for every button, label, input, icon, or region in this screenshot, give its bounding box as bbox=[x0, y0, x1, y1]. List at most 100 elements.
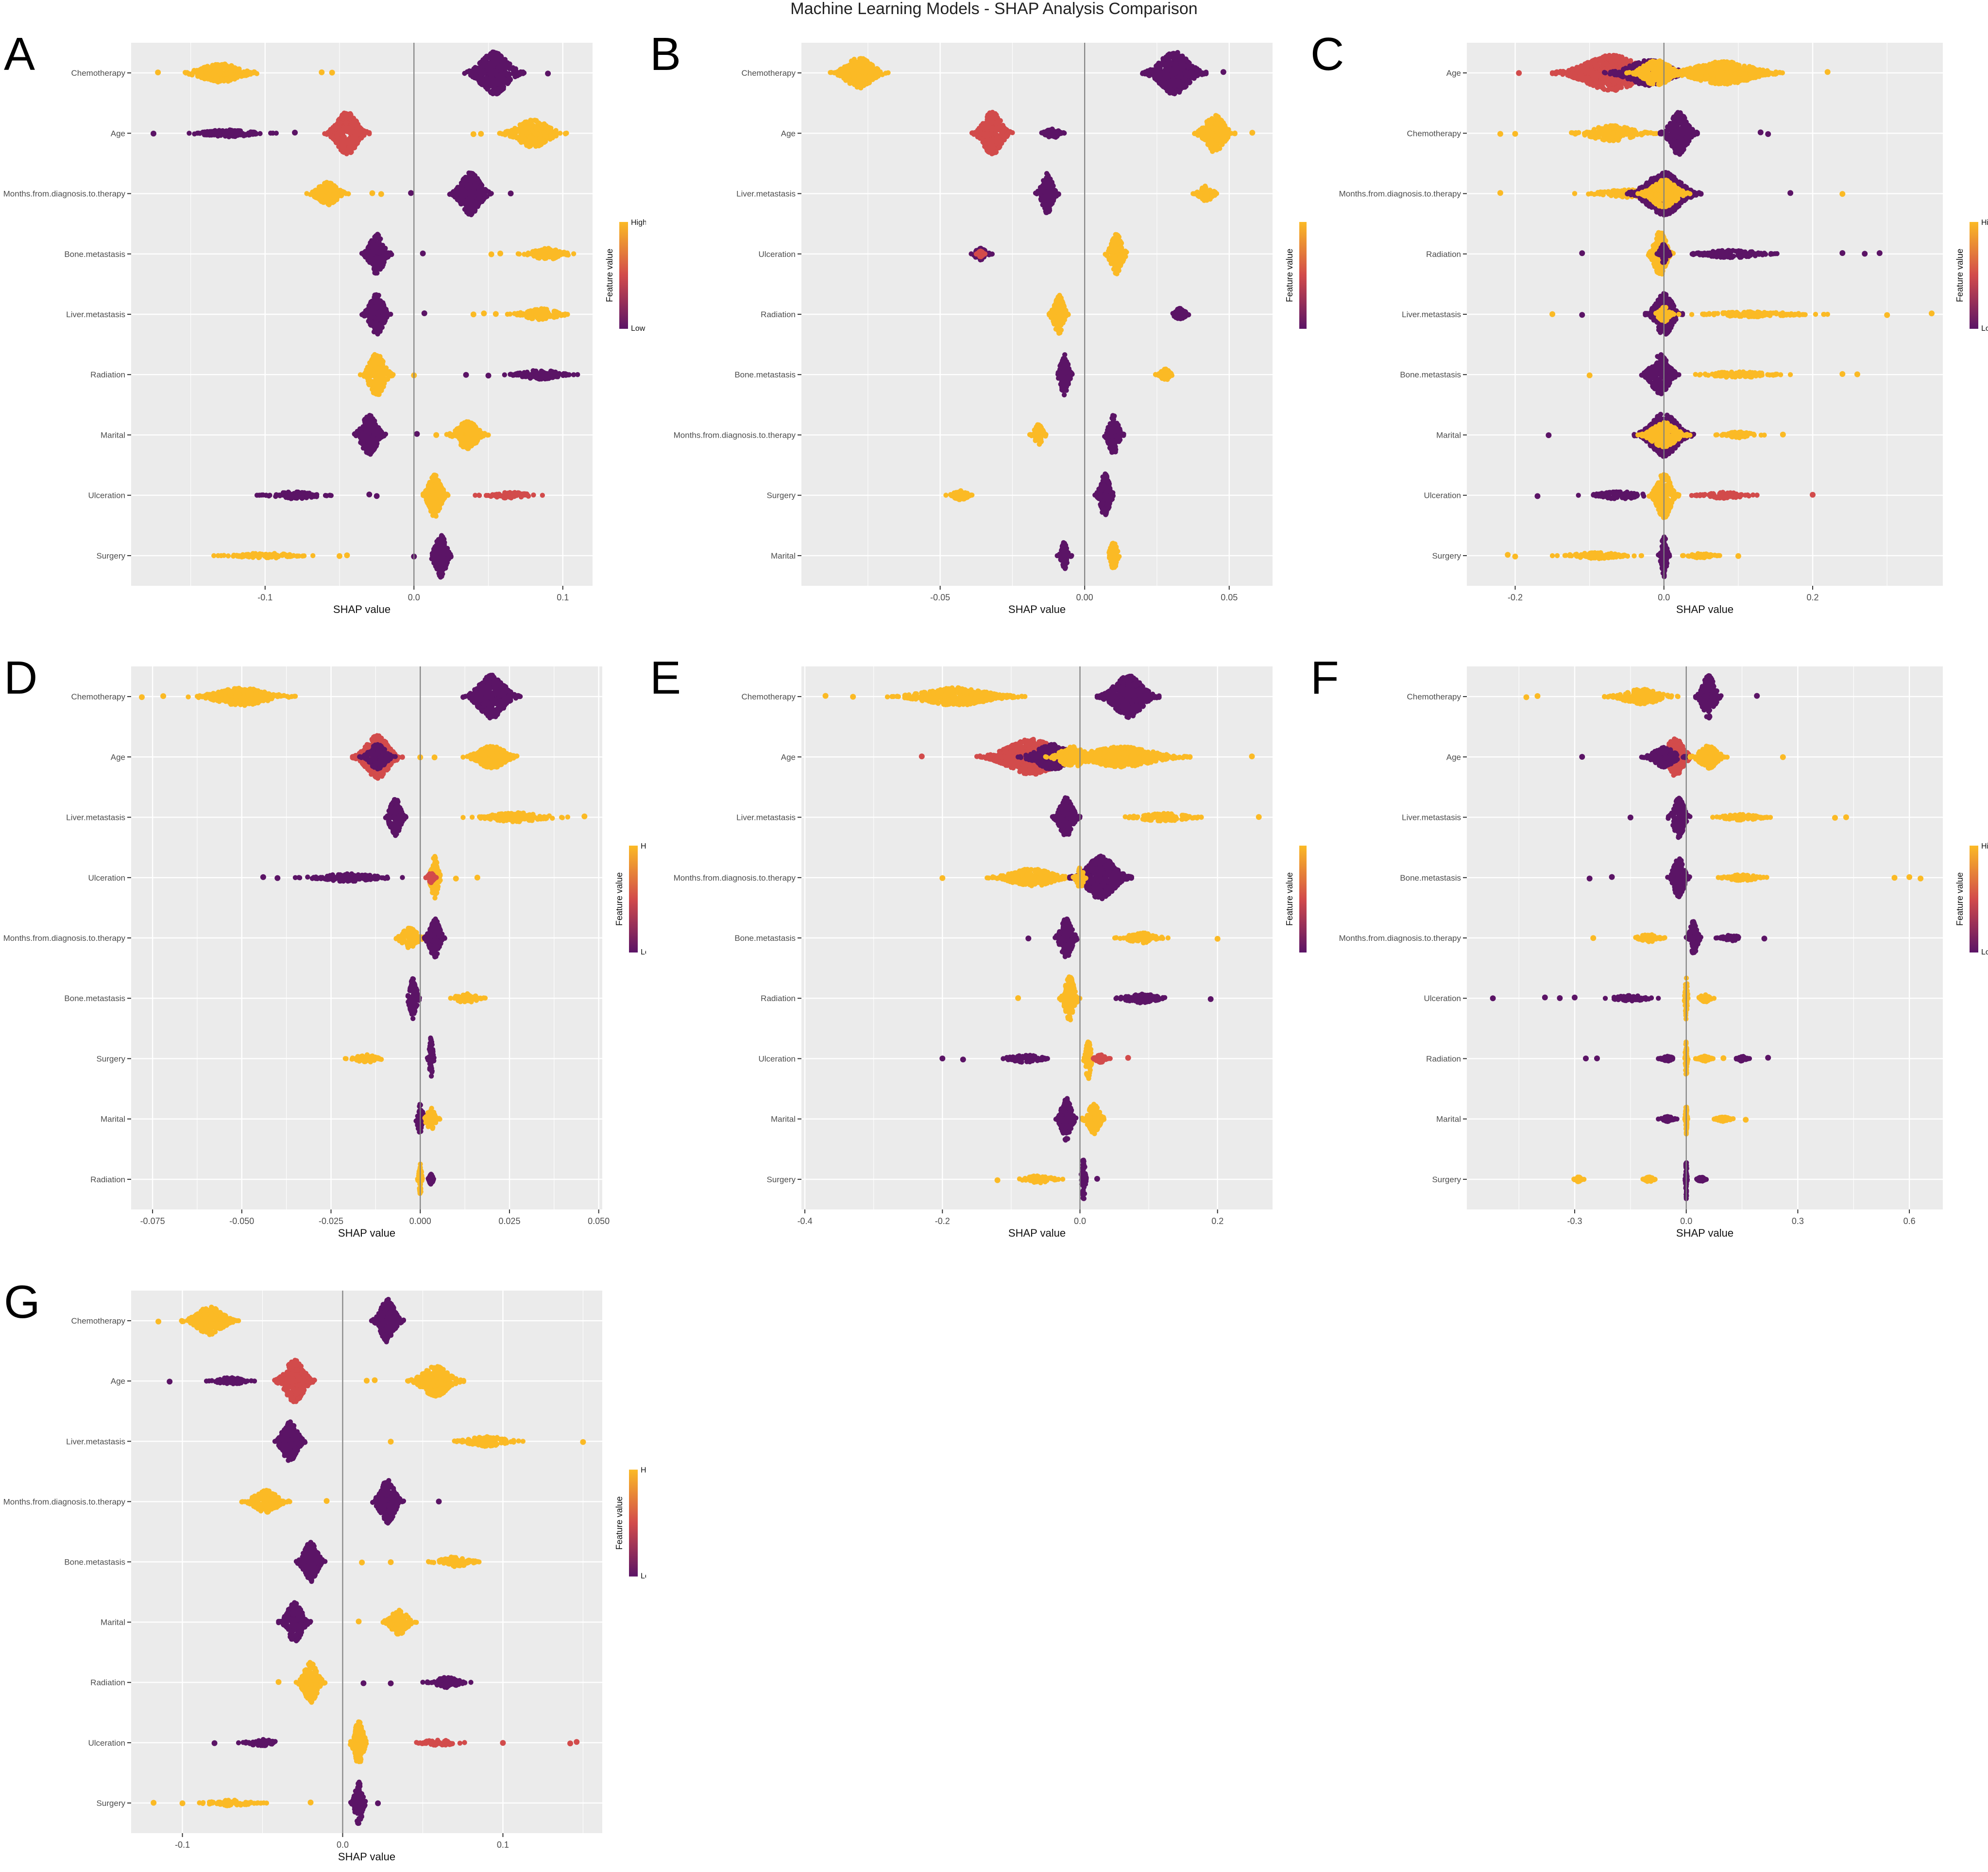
shap-point bbox=[260, 552, 266, 558]
shap-point bbox=[571, 372, 577, 377]
shap-point bbox=[374, 325, 380, 330]
shap-point bbox=[474, 73, 479, 78]
shap-point bbox=[565, 312, 570, 317]
shap-point bbox=[304, 191, 309, 196]
shap-point bbox=[333, 192, 338, 197]
shap-outlier-point bbox=[485, 373, 492, 379]
shap-point bbox=[438, 497, 444, 503]
shap-point bbox=[459, 189, 465, 194]
y-tick-label: Radiation bbox=[90, 370, 125, 379]
x-tick-label: -0.1 bbox=[257, 593, 272, 602]
shap-point bbox=[1140, 71, 1145, 76]
shap-point bbox=[485, 432, 490, 438]
shap-outlier-point bbox=[155, 69, 161, 76]
shap-point bbox=[364, 308, 370, 314]
shap-point bbox=[491, 69, 496, 74]
shap-point bbox=[470, 203, 476, 208]
shap-point bbox=[375, 311, 380, 316]
shap-point bbox=[267, 493, 272, 498]
shap-point bbox=[433, 563, 438, 569]
shap-point bbox=[1177, 81, 1183, 86]
shap-outlier-point bbox=[478, 131, 484, 137]
shap-point bbox=[369, 302, 374, 307]
shap-point bbox=[291, 553, 296, 559]
shap-point bbox=[509, 130, 514, 135]
shap-point bbox=[500, 58, 505, 64]
shap-point bbox=[461, 423, 467, 429]
shap-outlier-point bbox=[488, 251, 494, 257]
feature-row-bone-metastasis bbox=[359, 232, 577, 276]
shap-point bbox=[543, 134, 548, 139]
shap-point bbox=[472, 429, 477, 435]
shap-point bbox=[442, 552, 447, 557]
shap-point bbox=[473, 493, 478, 498]
shap-point bbox=[372, 442, 378, 447]
shap-point bbox=[528, 315, 534, 321]
shap-point bbox=[507, 61, 512, 67]
shap-point bbox=[530, 123, 536, 128]
shap-point bbox=[520, 134, 526, 139]
shap-point bbox=[366, 382, 372, 388]
shap-point bbox=[538, 142, 544, 148]
shap-point bbox=[561, 372, 566, 377]
shap-point bbox=[331, 183, 337, 188]
shap-point bbox=[508, 372, 513, 377]
shap-point bbox=[221, 78, 227, 84]
shap-panel-B: ChemotherapyAgeLiver.metastasisUlceratio… bbox=[650, 28, 1307, 615]
shap-point bbox=[542, 253, 548, 258]
shap-point bbox=[375, 232, 380, 237]
shap-point bbox=[851, 64, 857, 69]
shap-point bbox=[372, 362, 377, 368]
shap-point bbox=[557, 371, 562, 376]
shap-point bbox=[873, 70, 879, 76]
shap-point bbox=[462, 206, 468, 212]
shap-point bbox=[484, 80, 490, 86]
shap-point bbox=[1193, 71, 1199, 77]
shap-point bbox=[476, 493, 482, 498]
shap-point bbox=[338, 137, 343, 142]
shap-outlier-point bbox=[151, 131, 156, 136]
shap-point bbox=[346, 145, 352, 150]
shap-point bbox=[1179, 66, 1184, 71]
shap-point bbox=[328, 187, 333, 193]
shap-point bbox=[379, 244, 385, 250]
shap-point bbox=[353, 132, 358, 137]
shap-point bbox=[204, 132, 209, 137]
shap-point bbox=[866, 74, 871, 80]
shap-point bbox=[433, 552, 438, 558]
shap-point bbox=[520, 71, 526, 76]
shap-point bbox=[495, 73, 500, 79]
shap-point bbox=[331, 199, 337, 204]
shap-point bbox=[520, 129, 526, 135]
shap-point bbox=[519, 372, 524, 377]
shap-point bbox=[502, 372, 508, 377]
shap-point bbox=[1199, 72, 1205, 77]
shap-point bbox=[376, 360, 381, 365]
shap-point bbox=[526, 494, 531, 499]
shap-point bbox=[519, 493, 525, 498]
shap-point bbox=[1144, 70, 1149, 76]
shap-outlier-point bbox=[545, 70, 551, 77]
shap-point bbox=[851, 58, 857, 64]
shap-point bbox=[328, 493, 334, 498]
shap-point bbox=[497, 131, 502, 136]
shap-point bbox=[558, 131, 563, 136]
shap-point bbox=[1179, 58, 1184, 64]
shap-point bbox=[468, 422, 474, 427]
legend-colorbar bbox=[619, 221, 628, 329]
shap-point bbox=[488, 191, 493, 197]
shap-point bbox=[464, 419, 469, 425]
shap-point bbox=[374, 431, 379, 437]
shap-point bbox=[539, 372, 544, 377]
shap-point bbox=[505, 72, 510, 78]
shap-point bbox=[471, 189, 476, 194]
shap-point bbox=[1162, 72, 1168, 77]
shap-point bbox=[520, 121, 526, 127]
shap-point bbox=[210, 65, 215, 70]
shap-point bbox=[260, 492, 266, 498]
shap-point bbox=[493, 82, 498, 87]
shap-point bbox=[216, 62, 221, 68]
shap-point bbox=[473, 183, 478, 188]
shap-point bbox=[341, 114, 347, 119]
shap-point bbox=[318, 189, 323, 194]
